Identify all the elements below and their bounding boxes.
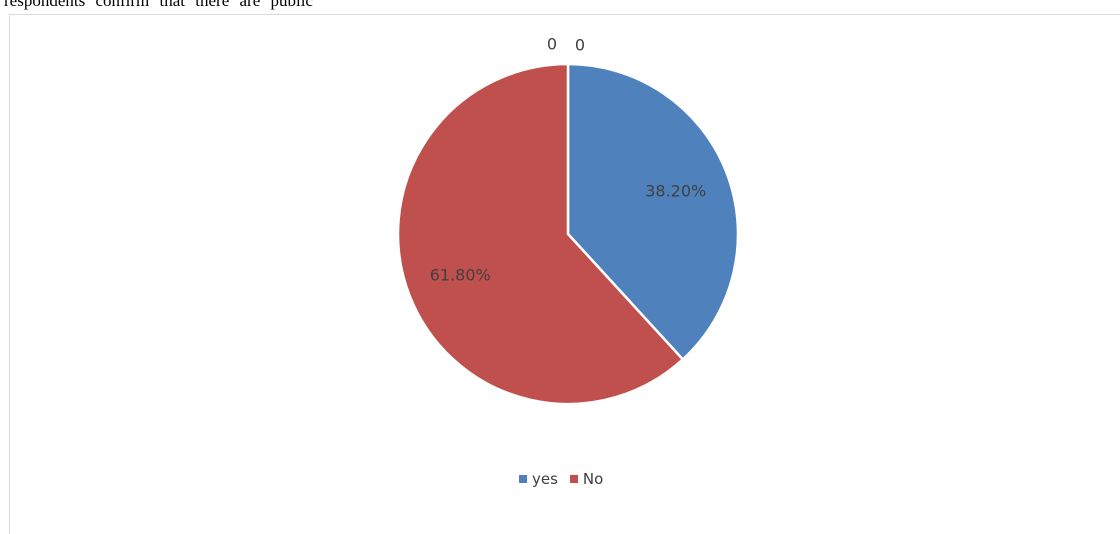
pie-chart: 38.20% 61.80% 0 0 bbox=[396, 35, 740, 406]
legend-swatch-yes bbox=[519, 475, 527, 483]
legend-item-yes: yes bbox=[519, 470, 558, 488]
clipped-document-text: respondents confirm that there are publi… bbox=[4, 0, 313, 10]
legend-label-no: No bbox=[582, 470, 604, 488]
pie-slice-yes bbox=[566, 62, 740, 362]
data-label-yes: 38.20% bbox=[645, 182, 706, 201]
chart-frame bbox=[9, 14, 1120, 534]
chart-legend: yes No bbox=[519, 470, 615, 488]
legend-swatch-no bbox=[569, 475, 578, 483]
legend-label-yes: yes bbox=[532, 470, 558, 488]
zero-label-1: 0 bbox=[547, 35, 557, 54]
zero-label-2: 0 bbox=[575, 36, 585, 55]
pie-slice-no bbox=[396, 62, 685, 406]
data-label-no: 61.80% bbox=[430, 265, 491, 284]
legend-item-no: No bbox=[569, 470, 604, 488]
